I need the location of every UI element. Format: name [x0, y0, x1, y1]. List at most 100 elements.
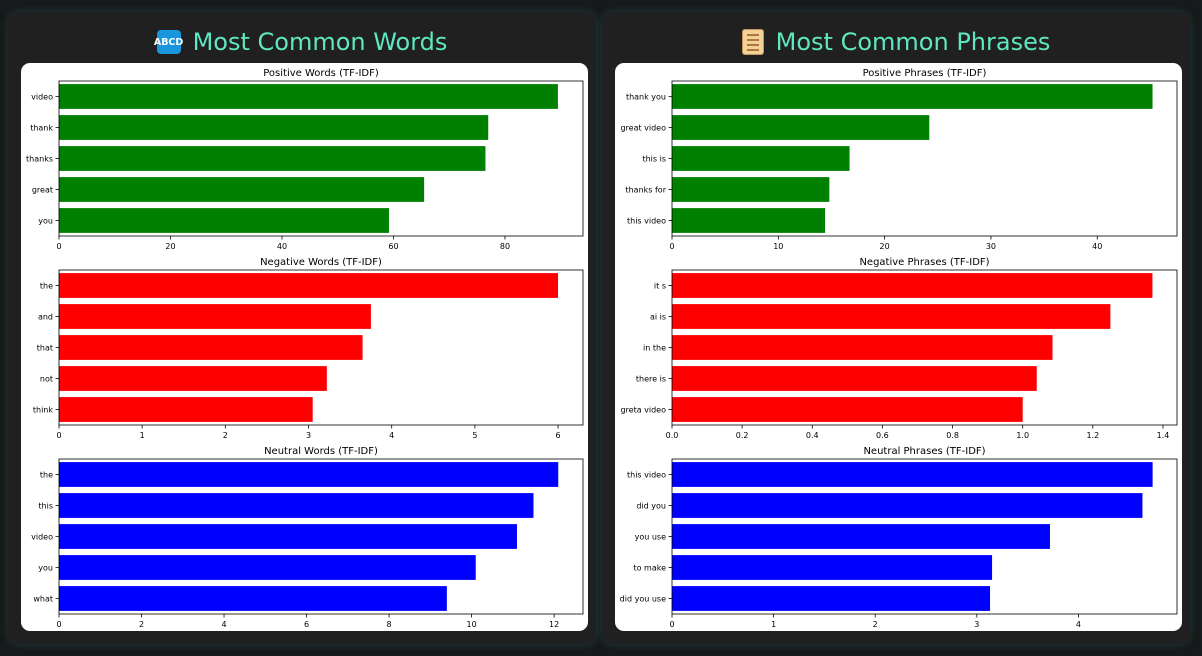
- words-chart-2: Neutral Words (TF-IDF) the this video you wha…: [31, 446, 584, 629]
- y-tick-label: this: [38, 502, 53, 511]
- y-tick-label: video: [31, 533, 53, 542]
- bar-you-use: [672, 524, 1050, 549]
- bar-and: [59, 304, 371, 329]
- chart-title: Negative Words (TF-IDF): [260, 257, 382, 268]
- x-tick-label: 40: [277, 242, 287, 251]
- bar-thanks-for: [672, 177, 830, 202]
- chart-title: Neutral Words (TF-IDF): [264, 446, 378, 457]
- x-tick-label: 0.2: [736, 431, 749, 440]
- bar-did-you-use: [672, 586, 991, 611]
- x-tick-label: 10: [773, 242, 783, 251]
- phrases-chart-card: Positive Phrases (TF-IDF) thank you great …: [615, 63, 1182, 631]
- x-tick-label: 3: [306, 431, 311, 440]
- y-tick-label: what: [33, 595, 53, 604]
- chart-title: Positive Phrases (TF-IDF): [863, 68, 987, 79]
- y-tick-label: you: [38, 217, 53, 226]
- y-tick-label: did you use: [620, 595, 666, 604]
- words-chart-card: Positive Words (TF-IDF) video thank thanks g…: [21, 63, 588, 631]
- y-tick-label: this video: [627, 471, 666, 480]
- x-tick-label: 10: [467, 620, 477, 629]
- phrases-panel-title-text: Most Common Phrases: [775, 28, 1051, 56]
- x-tick-label: 4: [1076, 620, 1081, 629]
- bar-you: [59, 208, 390, 233]
- words-panel: ABCD Most Common Words Positive Words (T…: [8, 12, 596, 644]
- bar-thank: [59, 115, 489, 140]
- bar-this-video: [672, 208, 826, 233]
- y-tick-label: this is: [642, 155, 666, 164]
- x-tick-label: 2: [223, 431, 228, 440]
- x-tick-label: 20: [165, 242, 175, 251]
- y-tick-label: there is: [636, 375, 666, 384]
- y-tick-label: thank you: [626, 93, 666, 102]
- x-tick-label: 2: [873, 620, 878, 629]
- phrases-chart-2: Neutral Phrases (TF-IDF) this video did yo…: [620, 446, 1178, 629]
- bar-that: [59, 335, 363, 360]
- bar-did-you: [672, 493, 1143, 518]
- phrases-chart-0: Positive Phrases (TF-IDF) thank you great …: [620, 68, 1178, 251]
- bar-the: [59, 462, 559, 487]
- x-tick-label: 0: [669, 242, 674, 251]
- bar-thanks: [59, 146, 486, 171]
- plot-frame: [671, 80, 1178, 237]
- x-tick-label: 1: [140, 431, 145, 440]
- bar-think: [59, 397, 313, 422]
- words-charts-svg: Positive Words (TF-IDF) video thank thanks g…: [26, 68, 584, 629]
- x-tick-label: 4: [221, 620, 226, 629]
- x-tick-label: 0: [56, 431, 61, 440]
- bar-video: [59, 84, 558, 109]
- words-panel-title: ABCD Most Common Words: [8, 25, 596, 59]
- bar-great-video: [672, 115, 930, 140]
- bar-to-make: [672, 555, 993, 580]
- y-tick-label: greta video: [620, 406, 666, 415]
- scroll-icon: [741, 29, 764, 55]
- x-tick-label: 6: [556, 431, 561, 440]
- x-tick-label: 0.8: [946, 431, 959, 440]
- x-tick-label: 6: [304, 620, 309, 629]
- plot-frame: [58, 458, 584, 615]
- plot-frame: [671, 458, 1178, 615]
- bar-this: [59, 493, 534, 518]
- plot-frame: [58, 80, 584, 237]
- x-tick-label: 3: [974, 620, 979, 629]
- phrases-charts-svg: Positive Phrases (TF-IDF) thank you great …: [620, 68, 1178, 629]
- y-tick-label: that: [37, 344, 53, 353]
- x-tick-label: 12: [549, 620, 559, 629]
- y-tick-label: and: [38, 313, 53, 322]
- x-tick-label: 4: [389, 431, 394, 440]
- x-tick-label: 1.4: [1157, 431, 1170, 440]
- x-tick-label: 0: [56, 242, 61, 251]
- y-tick-label: to make: [633, 564, 666, 573]
- bar-what: [59, 586, 447, 611]
- x-tick-label: 80: [500, 242, 510, 251]
- x-tick-label: 5: [472, 431, 477, 440]
- plot-frame: [58, 269, 584, 426]
- bar-it-s: [672, 273, 1153, 298]
- bar-greta-video: [672, 397, 1023, 422]
- y-tick-label: thanks for: [625, 186, 666, 195]
- bar-great: [59, 177, 425, 202]
- chart-title: Negative Phrases (TF-IDF): [859, 257, 989, 268]
- y-tick-label: did you: [636, 502, 666, 511]
- abcd-icon-text: ABCD: [153, 36, 184, 48]
- y-tick-label: great: [32, 186, 53, 195]
- y-tick-label: the: [40, 471, 53, 480]
- x-tick-label: 0.4: [806, 431, 819, 440]
- words-chart-0: Positive Words (TF-IDF) video thank thanks g…: [26, 68, 584, 251]
- x-tick-label: 40: [1092, 242, 1102, 251]
- x-tick-label: 0.6: [876, 431, 889, 440]
- bar-thank-you: [672, 84, 1153, 109]
- chart-title: Neutral Phrases (TF-IDF): [863, 446, 985, 457]
- y-tick-label: you use: [635, 533, 666, 542]
- x-tick-label: 20: [880, 242, 890, 251]
- plot-frame: [671, 269, 1178, 426]
- bar-you: [59, 555, 476, 580]
- chart-title: Positive Words (TF-IDF): [263, 68, 379, 79]
- x-tick-label: 8: [387, 620, 392, 629]
- bar-this-is: [672, 146, 850, 171]
- abcd-icon: ABCD: [153, 30, 184, 54]
- y-tick-label: thanks: [26, 155, 53, 164]
- bar-this-video: [672, 462, 1153, 487]
- x-tick-label: 2: [139, 620, 144, 629]
- bar-there-is: [672, 366, 1037, 391]
- bar-ai-is: [672, 304, 1111, 329]
